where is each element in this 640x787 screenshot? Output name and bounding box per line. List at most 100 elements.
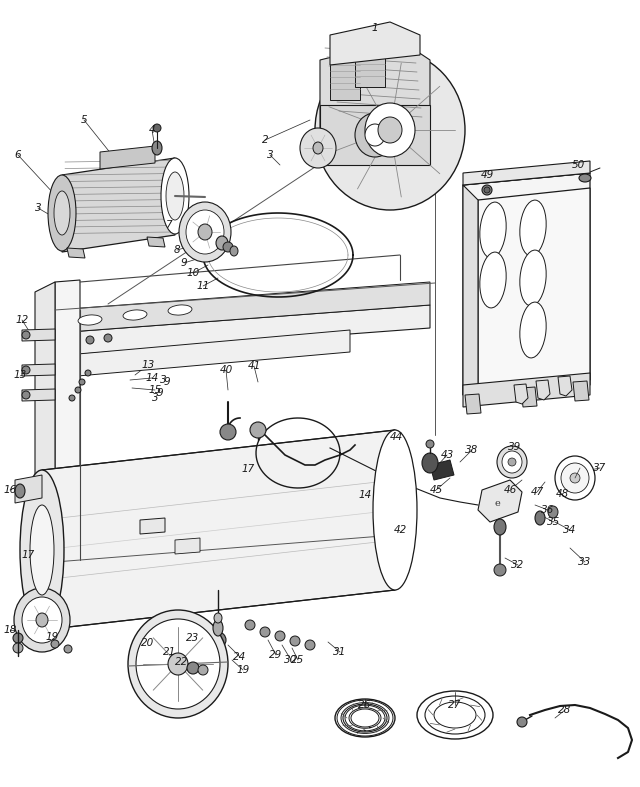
Text: 44: 44: [389, 432, 403, 442]
Ellipse shape: [14, 588, 70, 652]
Text: 24: 24: [234, 652, 246, 662]
Ellipse shape: [152, 141, 162, 155]
Polygon shape: [55, 282, 430, 333]
Ellipse shape: [161, 158, 189, 234]
Ellipse shape: [494, 519, 506, 535]
Polygon shape: [463, 161, 590, 185]
Text: 12: 12: [15, 315, 29, 325]
Ellipse shape: [373, 430, 417, 590]
Ellipse shape: [480, 202, 506, 258]
Ellipse shape: [186, 210, 224, 254]
Ellipse shape: [520, 200, 546, 256]
Ellipse shape: [123, 310, 147, 320]
Text: e: e: [494, 498, 500, 508]
Text: 19: 19: [236, 665, 250, 675]
Ellipse shape: [300, 128, 336, 168]
Ellipse shape: [223, 242, 233, 252]
Polygon shape: [22, 389, 55, 401]
Ellipse shape: [494, 564, 506, 576]
Ellipse shape: [497, 446, 527, 478]
Ellipse shape: [480, 252, 506, 308]
Ellipse shape: [250, 422, 266, 438]
Polygon shape: [536, 380, 550, 400]
Text: 39: 39: [508, 442, 522, 452]
Polygon shape: [62, 158, 175, 252]
Ellipse shape: [378, 117, 402, 143]
Text: 20: 20: [141, 638, 155, 648]
Ellipse shape: [305, 640, 315, 650]
Text: 22: 22: [175, 657, 189, 667]
Polygon shape: [55, 330, 350, 378]
Text: 10: 10: [186, 268, 200, 278]
Ellipse shape: [315, 50, 465, 210]
Ellipse shape: [275, 631, 285, 641]
Text: 32: 32: [511, 560, 525, 570]
Ellipse shape: [482, 185, 492, 195]
Ellipse shape: [198, 224, 212, 240]
Polygon shape: [100, 146, 155, 169]
Polygon shape: [35, 282, 55, 572]
Text: 49: 49: [481, 170, 493, 180]
Ellipse shape: [22, 391, 30, 399]
Text: 9: 9: [164, 377, 170, 387]
Text: 48: 48: [556, 489, 568, 499]
Text: 31: 31: [333, 647, 347, 657]
Polygon shape: [320, 40, 430, 150]
Text: 34: 34: [563, 525, 577, 535]
Ellipse shape: [78, 315, 102, 325]
Ellipse shape: [22, 331, 30, 339]
Text: 40: 40: [220, 365, 232, 375]
Text: 15: 15: [148, 385, 162, 395]
Text: 9: 9: [180, 258, 188, 268]
Text: 9: 9: [157, 388, 163, 398]
Polygon shape: [478, 188, 590, 390]
Text: 35: 35: [547, 517, 561, 527]
Ellipse shape: [13, 643, 23, 653]
Ellipse shape: [75, 387, 81, 393]
Ellipse shape: [214, 613, 222, 623]
Text: 30: 30: [284, 655, 298, 665]
Ellipse shape: [48, 175, 76, 251]
Ellipse shape: [520, 302, 546, 358]
Polygon shape: [478, 480, 522, 522]
Ellipse shape: [290, 636, 300, 646]
Text: 27: 27: [449, 700, 461, 710]
Ellipse shape: [426, 440, 434, 448]
Ellipse shape: [20, 470, 64, 630]
Text: 42: 42: [394, 525, 406, 535]
Ellipse shape: [54, 191, 70, 235]
Ellipse shape: [520, 250, 546, 306]
Text: 14: 14: [358, 490, 372, 500]
Polygon shape: [42, 430, 395, 630]
Ellipse shape: [153, 124, 161, 132]
Text: 1: 1: [372, 23, 378, 33]
Ellipse shape: [365, 124, 385, 146]
Polygon shape: [514, 384, 528, 404]
Text: 23: 23: [186, 633, 200, 643]
Ellipse shape: [179, 202, 231, 262]
Ellipse shape: [22, 597, 62, 643]
Ellipse shape: [579, 174, 591, 182]
Text: 45: 45: [429, 485, 443, 495]
Polygon shape: [55, 305, 430, 356]
Text: 14: 14: [145, 373, 159, 383]
Polygon shape: [15, 475, 42, 503]
Ellipse shape: [198, 665, 208, 675]
Polygon shape: [463, 173, 590, 395]
Ellipse shape: [422, 453, 438, 473]
Text: 13: 13: [141, 360, 155, 370]
Polygon shape: [22, 329, 55, 341]
Ellipse shape: [313, 142, 323, 154]
Ellipse shape: [484, 187, 490, 193]
Ellipse shape: [13, 633, 23, 643]
Text: 37: 37: [593, 463, 607, 473]
Text: 41: 41: [248, 361, 260, 371]
Ellipse shape: [15, 484, 25, 498]
Polygon shape: [147, 237, 165, 247]
Text: 2: 2: [262, 135, 268, 145]
Polygon shape: [573, 381, 589, 401]
Polygon shape: [463, 185, 478, 395]
Polygon shape: [558, 376, 572, 396]
Text: 17: 17: [21, 550, 35, 560]
Text: 46: 46: [504, 485, 516, 495]
